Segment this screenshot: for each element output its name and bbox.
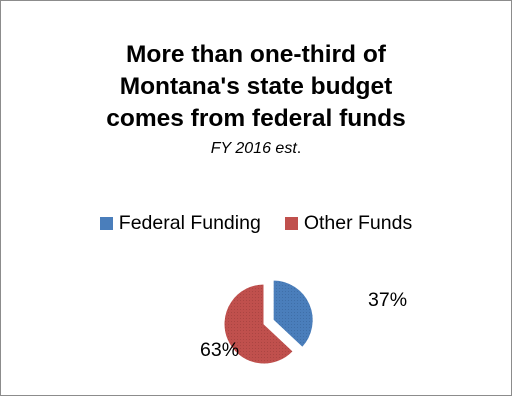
pie-slices — [223, 279, 314, 365]
chart-title-line-1: More than one-third of — [126, 41, 386, 68]
chart-subtitle: FY 2016 est. — [0, 139, 512, 159]
legend-label-federal-funding: Federal Funding — [118, 212, 261, 234]
data-label-federal-funding: 37% — [368, 289, 407, 311]
chart-subtitle-suffix: . — [296, 140, 302, 157]
pie-slice-other-funds — [223, 283, 294, 365]
legend-item-other-funds: Other Funds — [284, 212, 413, 235]
chart-title-line-2: Montana's state budget — [119, 73, 393, 100]
chart-title-block: More than one-third of Montana's state b… — [0, 39, 512, 159]
chart-title-line-3: comes from federal funds — [106, 105, 406, 132]
legend-swatch-other-funds — [284, 217, 298, 230]
chart-legend: Federal Funding Other Funds — [0, 212, 512, 235]
chart-subtitle-text: FY 2016 est — [210, 140, 297, 157]
legend-item-federal-funding: Federal Funding — [99, 212, 261, 235]
pie-slice-federal-funding — [272, 279, 314, 349]
legend-label-other-funds: Other Funds — [303, 212, 413, 234]
legend-swatch-federal-funding — [99, 217, 113, 230]
data-label-other-funds: 63% — [200, 339, 239, 361]
